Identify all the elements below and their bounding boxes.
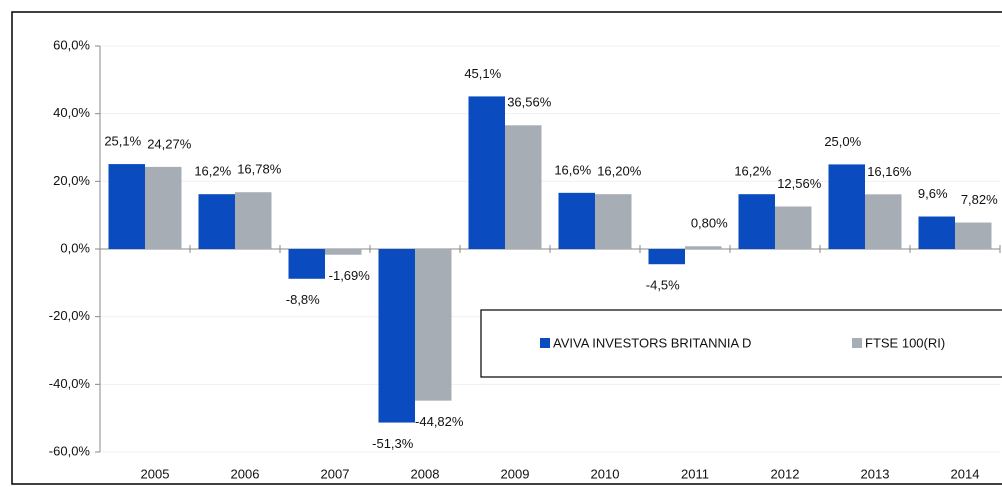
bar [325,249,362,255]
x-tick-label: 2009 [501,466,530,481]
bar [415,249,452,401]
bar [775,206,812,249]
bar [288,249,325,279]
value-label: -51,3% [372,436,414,451]
legend-swatch [852,338,862,348]
x-tick-label: 2013 [861,466,890,481]
value-label: 9,6% [918,186,948,201]
x-tick-label: 2012 [771,466,800,481]
value-label: -4,5% [646,278,680,293]
bar [595,194,632,249]
x-tick-label: 2011 [681,466,709,481]
value-label: 12,56% [777,176,822,191]
value-label: 16,20% [597,164,642,179]
bar [865,194,902,249]
y-tick-label: 0,0% [60,240,90,255]
bar [235,192,272,249]
value-label: 16,78% [237,162,282,177]
value-label: 45,1% [464,66,501,81]
x-tick-label: 2007 [321,466,350,481]
bar [685,246,722,249]
value-label: 7,82% [961,192,998,207]
bar [505,125,542,249]
value-label: -8,8% [286,292,320,307]
value-label: 16,2% [194,164,231,179]
bar [918,216,955,249]
value-label: 16,16% [867,164,912,179]
value-label: 16,2% [734,164,771,179]
y-tick-label: 20,0% [53,173,90,188]
bar [648,249,685,265]
x-tick-label: 2008 [411,466,440,481]
bar [955,222,992,249]
bar [198,194,235,249]
value-label: 16,6% [554,162,591,177]
bar [738,194,775,249]
bar [145,166,182,249]
value-label: 0,80% [691,216,728,231]
value-label: 25,0% [824,134,861,149]
y-tick-label: -60,0% [49,443,91,458]
bar [108,164,145,249]
value-label: 36,56% [507,95,552,110]
legend-label: FTSE 100(RI) [865,335,945,350]
legend-swatch [540,338,550,348]
bar [828,164,865,249]
y-tick-label: -20,0% [49,308,91,323]
y-tick-label: 40,0% [53,105,90,120]
bar [468,96,505,249]
legend-box [480,309,1002,378]
legend-label: AVIVA INVESTORS BRITANNIA D [553,335,751,350]
y-tick-label: -40,0% [49,376,91,391]
x-tick-label: 2006 [231,466,260,481]
value-label: -1,69% [329,268,371,283]
x-tick-label: 2014 [951,466,980,481]
x-tick-label: 2010 [591,466,620,481]
x-tick-label: 2005 [141,466,170,481]
y-tick-label: 60,0% [53,37,90,52]
value-label: 24,27% [147,136,192,151]
value-label: -44,82% [415,414,464,429]
bar [378,249,415,423]
bar [558,192,595,249]
value-label: 25,1% [104,134,141,149]
